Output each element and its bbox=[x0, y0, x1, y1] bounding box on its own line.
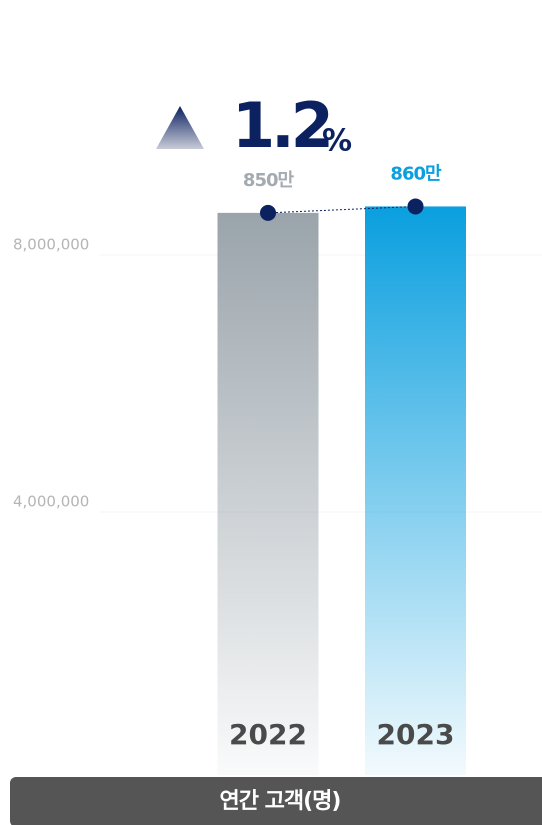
value-label: 860만 bbox=[390, 163, 442, 184]
x-axis-label: 연간 고객(명) bbox=[220, 789, 341, 814]
value-label: 850만 bbox=[243, 170, 295, 191]
trend-line bbox=[267, 205, 416, 214]
footer-bar bbox=[10, 777, 542, 825]
x-tick-label: 2022 bbox=[229, 718, 307, 751]
up-arrow bbox=[156, 106, 204, 149]
change-value: 1.2 bbox=[232, 89, 330, 162]
data-point bbox=[407, 198, 424, 215]
y-tick-label: 8,000,000 bbox=[13, 236, 89, 254]
y-tick-label: 4,000,000 bbox=[13, 493, 89, 511]
bar bbox=[365, 206, 466, 775]
x-tick-label: 2023 bbox=[377, 718, 455, 751]
change-unit: % bbox=[322, 124, 352, 159]
data-point bbox=[260, 204, 276, 221]
bar bbox=[217, 212, 319, 775]
